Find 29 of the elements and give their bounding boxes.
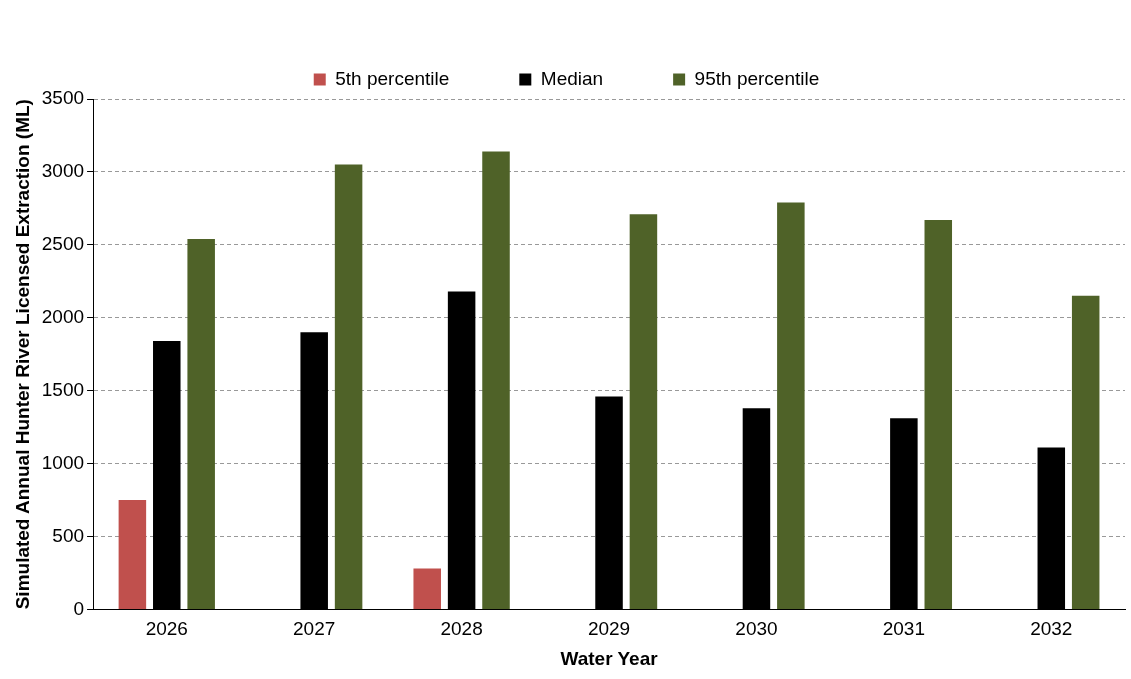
y-tick-label: 3500 — [41, 87, 85, 109]
y-tick-label: 2500 — [41, 233, 85, 255]
bar — [413, 568, 441, 609]
x-axis-title: Water Year — [560, 647, 659, 669]
bar — [777, 202, 805, 609]
bar — [629, 214, 658, 609]
x-tick-label: 2027 — [293, 618, 336, 640]
x-tick-label: 2029 — [587, 618, 631, 640]
legend-label: 95th percentile — [694, 67, 820, 89]
bar — [1071, 295, 1100, 609]
legend-label: 5th percentile — [335, 67, 450, 89]
y-tick-label: 2000 — [41, 305, 85, 327]
x-tick-label: 2026 — [145, 618, 188, 640]
y-tick-label: 1500 — [41, 378, 85, 400]
x-tick-label: 2028 — [440, 618, 483, 640]
y-tick-label: 1000 — [41, 451, 85, 473]
x-tick-label: 2032 — [1030, 618, 1073, 640]
x-tick-label: 2031 — [882, 618, 926, 640]
y-tick-label: 0 — [73, 597, 85, 619]
y-tick-label: 500 — [52, 524, 85, 546]
bar — [482, 151, 510, 609]
bar — [924, 220, 953, 609]
y-tick-label: 3000 — [41, 160, 85, 182]
y-axis-title: Simulated Annual Hunter River Licensed Extraction (ML) — [11, 99, 33, 610]
legend-label: Median — [540, 67, 604, 89]
x-tick-label: 2030 — [735, 618, 778, 640]
bar — [118, 500, 147, 609]
bar — [334, 164, 363, 609]
bar — [187, 239, 215, 609]
